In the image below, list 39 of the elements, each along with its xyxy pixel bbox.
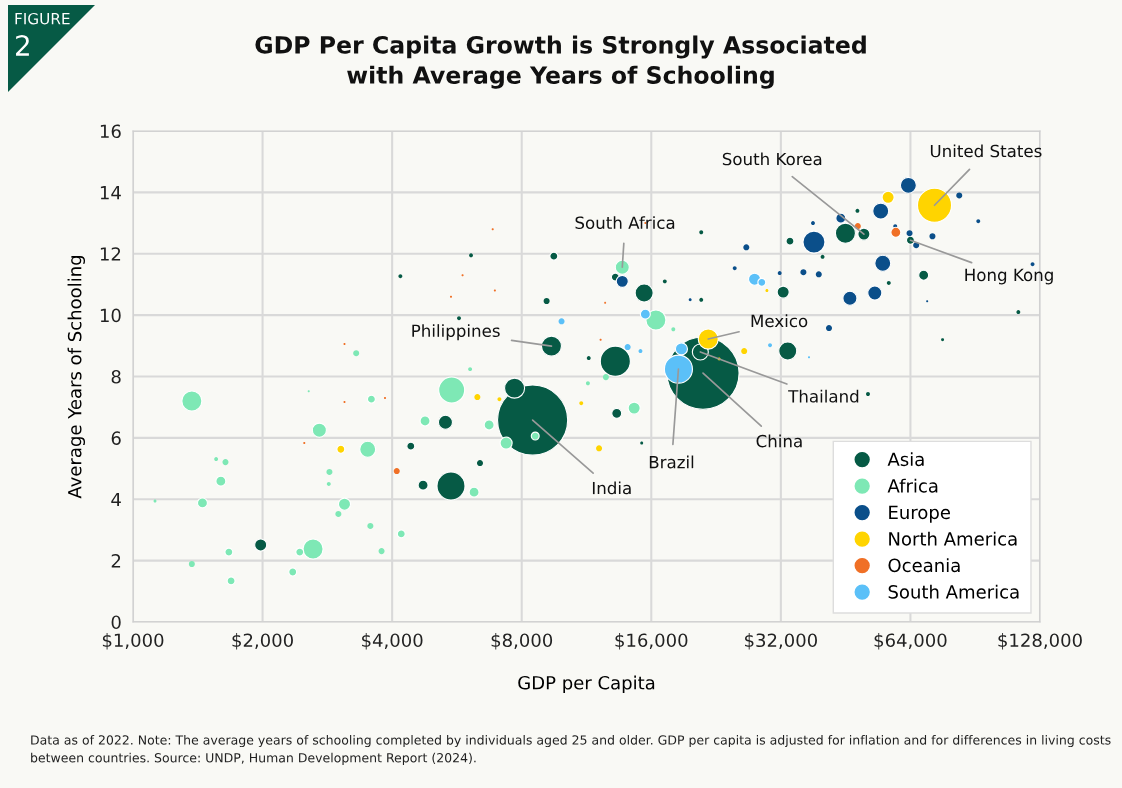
x-tick-label: $8,000 — [491, 633, 553, 650]
x-tick-label: $128,000 — [998, 633, 1082, 650]
legend-label: Oceania — [888, 558, 960, 573]
annotation: Thailand — [788, 389, 859, 403]
text: 2 — [16, 35, 29, 56]
y-tick-label: 8 — [111, 369, 121, 384]
y-tick-label: 10 — [100, 308, 121, 323]
annotation: Hong Kong — [965, 268, 1053, 285]
legend-label: Asia — [887, 452, 924, 467]
y-tick-label: 6 — [111, 431, 121, 445]
y-tick-label: 2 — [111, 554, 121, 568]
y-tick-label: 16 — [100, 124, 121, 139]
x-tick-label: $1,000 — [102, 633, 164, 650]
annotation: South Africa — [575, 216, 675, 230]
annotation: United States — [930, 144, 1042, 158]
x-tick-label: $32,000 — [745, 633, 817, 650]
y-tick-label: 0 — [111, 615, 121, 630]
annotation: Philippines — [412, 324, 500, 341]
y-tick-label: 4 — [111, 492, 121, 507]
text: Data as of 2022. Note: The average years of schooling completed by individuals aged 25 and older. GDP per capita is adjusted for inflation and for differences in living costs between countries. Source: UNDP, Human Development Report (2024). — [31, 735, 1111, 765]
y-tick-label: 12 — [100, 247, 121, 261]
x-axis-title: GDP per Capita — [518, 675, 655, 694]
legend-label: North America — [889, 531, 1017, 546]
x-tick-label: $4,000 — [362, 633, 423, 650]
annotation: Brazil — [649, 455, 694, 469]
x-tick-label: $16,000 — [615, 633, 688, 650]
y-tick-label: 14 — [100, 186, 121, 200]
annotation: China — [756, 434, 802, 448]
annotation: India — [592, 481, 631, 495]
legend-label: Europe — [889, 505, 950, 523]
x-tick-label: $2,000 — [232, 633, 293, 650]
x-tick-label: $64,000 — [874, 633, 947, 650]
text: FIGURE — [15, 12, 70, 25]
legend-label: Africa — [887, 478, 938, 493]
annotation: South Korea — [722, 152, 822, 166]
annotation: Mexico — [751, 314, 808, 328]
chart-title: GDP Per Capita Growth is Strongly Associated with Average Years of Schooling — [255, 35, 866, 89]
legend-label: South America — [888, 584, 1019, 599]
y-axis-title: Average Years of Schooling — [67, 256, 86, 499]
